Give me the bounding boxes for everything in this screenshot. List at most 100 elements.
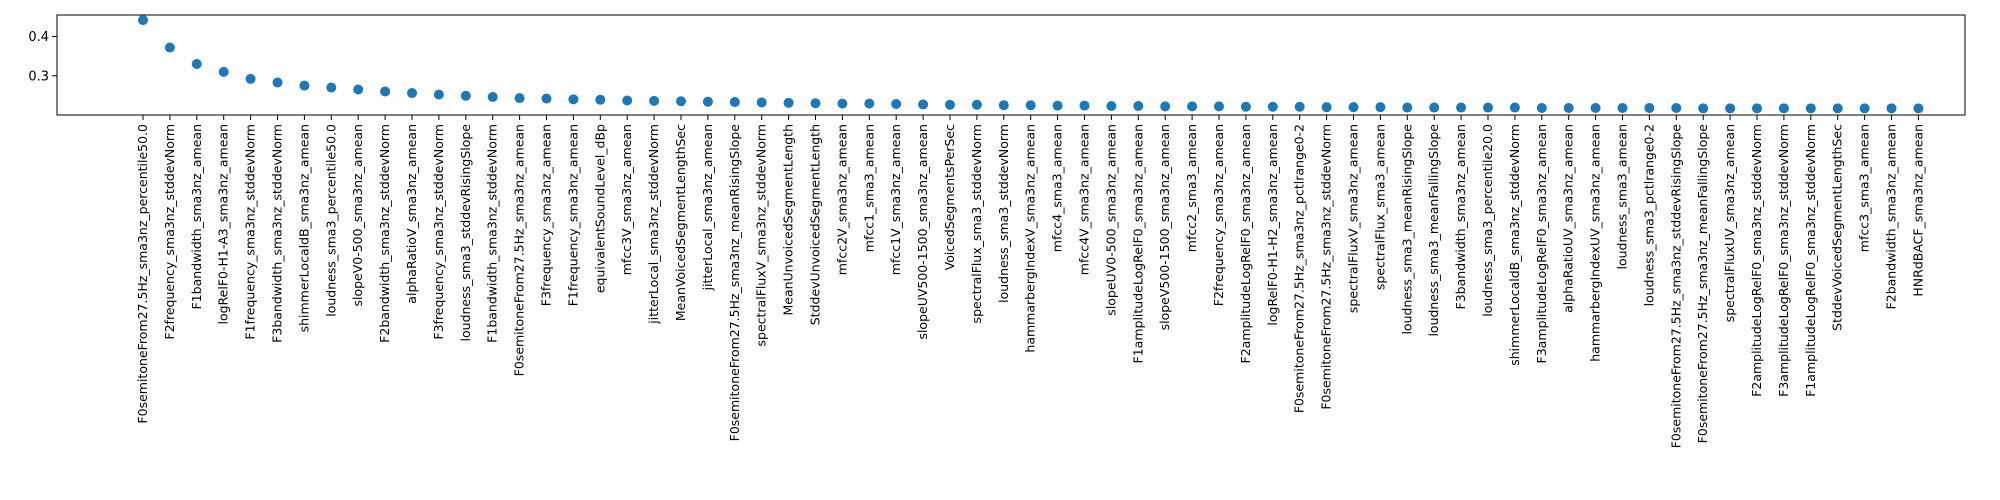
data-point <box>1483 102 1493 113</box>
data-point <box>460 90 471 101</box>
x-tick-label: F0semitoneFrom27.5Hz_sma3nz_pctlrange0-2 <box>1292 124 1307 413</box>
x-tick-label: spectralFluxV_sma3nz_amean <box>1346 124 1361 313</box>
plot-frame <box>56 14 1966 116</box>
data-point <box>326 82 337 93</box>
x-tick-label: MeanUnvoicedSegmentLength <box>781 124 796 316</box>
x-tick-label: VoicedSegmentsPerSec <box>942 124 957 271</box>
data-point <box>1698 103 1709 114</box>
x-tick-label: hammarbergIndexUV_sma3nz_amean <box>1588 124 1603 362</box>
x-tick-label: alphaRatioV_sma3nz_amean <box>404 124 419 304</box>
x-tick-label: F3frequency_sma3nz_stddevNorm <box>431 124 446 340</box>
data-point <box>1025 100 1036 111</box>
x-tick-label: F2frequency_sma3nz_stddevNorm <box>162 124 177 340</box>
data-point <box>487 91 498 102</box>
y-tick-label: 0.3 <box>28 69 49 84</box>
x-tick-label: F3amplitudeLogRelF0_sma3nz_stddevNorm <box>1776 124 1791 397</box>
data-point <box>1375 102 1386 113</box>
data-point <box>918 99 929 110</box>
x-tick-label: loudness_sma3_meanRisingSlope <box>1399 124 1414 335</box>
x-tick-label: F2frequency_sma3nz_amean <box>1211 124 1226 306</box>
data-point <box>729 97 740 108</box>
data-point <box>1052 100 1063 111</box>
x-tick-label: jitterLocal_sma3nz_stddevNorm <box>646 124 661 325</box>
x-tick-label: loudness_sma3_meanFallingSlope <box>1426 124 1441 337</box>
data-point <box>138 15 148 26</box>
x-tick-label: F1amplitudeLogRelF0_sma3nz_stddevNorm <box>1803 124 1818 397</box>
data-point <box>407 88 417 99</box>
x-tick-label: StddevUnvoicedSegmentLength <box>808 124 823 325</box>
x-tick-label: loudness_sma3_amean <box>1615 124 1630 270</box>
x-tick-label: slopeUV0-500_sma3nz_amean <box>1103 124 1118 316</box>
x-tick-label: F2bandwidth_sma3nz_stddevNorm <box>377 124 392 343</box>
data-point <box>649 95 660 106</box>
data-point <box>1886 103 1897 114</box>
data-point <box>1805 103 1816 114</box>
data-point <box>218 66 229 77</box>
x-tick-label: F1frequency_sma3nz_amean <box>565 124 580 306</box>
x-tick-label: shimmerLocaldB_sma3nz_stddevNorm <box>1507 124 1522 366</box>
x-tick-label: F1bandwidth_sma3nz_stddevNorm <box>485 124 500 343</box>
data-point <box>1160 101 1171 112</box>
x-tick-label: spectralFlux_sma3_amean <box>1372 124 1387 290</box>
data-point <box>245 73 256 84</box>
x-tick-label: mfcc3V_sma3nz_amean <box>619 124 634 275</box>
x-tick-label: mfcc1V_sma3nz_amean <box>888 124 903 275</box>
x-tick-label: slopeV500-1500_sma3nz_amean <box>1157 124 1172 330</box>
data-point <box>1859 103 1870 114</box>
data-point <box>1509 102 1520 113</box>
data-point <box>1456 102 1467 113</box>
data-point <box>1590 102 1601 113</box>
data-point <box>1214 101 1224 112</box>
x-tick-label: mfcc2V_sma3nz_amean <box>834 124 849 275</box>
x-tick-label: mfcc4V_sma3nz_amean <box>1077 124 1092 275</box>
x-tick-label: F2bandwidth_sma3nz_amean <box>1884 124 1899 309</box>
data-point <box>622 95 633 106</box>
x-tick-label: mfcc1_sma3_amean <box>861 124 876 252</box>
data-point <box>864 98 875 109</box>
data-point <box>1294 101 1305 112</box>
x-tick-label: F1frequency_sma3nz_stddevNorm <box>243 124 258 340</box>
data-point <box>1536 102 1547 113</box>
data-point <box>1133 100 1144 111</box>
y-tick-label: 0.4 <box>28 30 49 45</box>
x-tick-label: hammarbergIndexV_sma3nz_amean <box>1023 124 1038 353</box>
data-point <box>433 89 444 100</box>
data-point <box>810 98 821 109</box>
x-tick-label: MeanVoicedSegmentLengthSec <box>673 124 688 321</box>
data-point <box>945 99 955 110</box>
x-tick-label: F2amplitudeLogRelF0_sma3nz_amean <box>1238 124 1253 363</box>
data-point <box>299 80 310 91</box>
x-tick-label: F0semitoneFrom27.5Hz_sma3nz_meanRisingSl… <box>727 124 742 442</box>
data-point <box>1725 103 1736 114</box>
data-point <box>1429 102 1440 113</box>
x-tick-label: loudness_sma3_percentile20.0 <box>1480 124 1495 317</box>
x-tick-label: spectralFlux_sma3_stddevNorm <box>969 124 984 323</box>
x-tick-label: F0semitoneFrom27.5Hz_sma3nz_amean <box>512 124 527 376</box>
data-point <box>891 99 902 110</box>
data-point <box>971 99 982 110</box>
x-tick-label: F0semitoneFrom27.5Hz_sma3nz_percentile50… <box>135 124 150 424</box>
x-tick-label: F3frequency_sma3nz_amean <box>539 124 554 306</box>
x-tick-label: loudness_sma3_stddevRisingSlope <box>458 124 473 342</box>
data-point <box>191 59 202 70</box>
data-point <box>514 93 525 104</box>
data-point <box>1402 102 1413 113</box>
x-tick-label: F3bandwidth_sma3nz_amean <box>1453 124 1468 309</box>
data-point <box>676 96 686 107</box>
data-point <box>595 94 606 105</box>
data-point <box>837 98 848 109</box>
plot-area: 0.3 0.4 F0semitoneFrom27.5Hz_sma3nz_percen… <box>28 14 1966 449</box>
data-point <box>272 77 283 88</box>
data-point <box>1106 100 1117 111</box>
data-point <box>1671 102 1682 113</box>
x-tick-label: loudness_sma3_pctlrange0-2 <box>1641 124 1656 306</box>
x-tick-label: shimmerLocaldB_sma3nz_amean <box>296 124 311 332</box>
x-tick-label: F0semitoneFrom27.5Hz_sma3nz_stddevRising… <box>1668 124 1683 449</box>
x-tick-label: logRelF0-H1-H2_sma3nz_amean <box>1265 124 1280 326</box>
data-point <box>1563 102 1574 113</box>
x-tick-label: slopeUV500-1500_sma3nz_amean <box>915 124 930 340</box>
data-point <box>702 96 713 107</box>
x-tick-label: F1amplitudeLogRelF0_sma3nz_amean <box>1130 124 1145 363</box>
data-point <box>1644 102 1655 113</box>
